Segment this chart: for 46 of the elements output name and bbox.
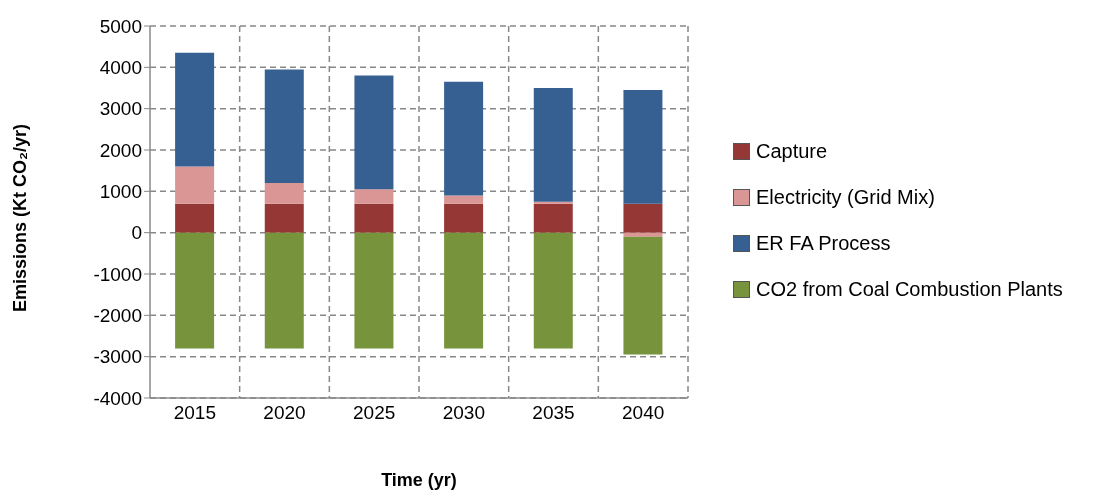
x-tick-label: 2040 [622, 402, 665, 424]
y-tick-label: -2000 [93, 305, 142, 327]
y-tick-label: -3000 [93, 346, 142, 368]
y-tick-label: -4000 [93, 387, 142, 409]
bar [533, 201, 573, 204]
bar [264, 69, 304, 184]
y-tick-label: 2000 [99, 139, 142, 161]
y-axis-title: Emissions (Kt CO₂/yr) [10, 123, 31, 312]
y-tick-label: 3000 [99, 98, 142, 120]
bar [623, 203, 663, 233]
bar [444, 81, 484, 196]
y-tick-label: -1000 [93, 263, 142, 285]
y-tick-label: 1000 [99, 181, 142, 203]
x-tick-label: 2025 [353, 402, 396, 424]
x-axis-title: Time (yr) [381, 470, 457, 490]
bar [175, 232, 215, 349]
bar [175, 203, 215, 233]
bar [623, 232, 663, 237]
legend-label: Capture [756, 139, 828, 163]
bar [354, 232, 394, 349]
y-tick-label: 0 [131, 222, 142, 244]
bar [533, 232, 573, 349]
x-tick-label: 2030 [442, 402, 485, 424]
x-tick-label: 2035 [532, 402, 575, 424]
bar [623, 90, 663, 204]
bar [444, 203, 484, 233]
x-tick-label: 2020 [263, 402, 306, 424]
bar [354, 75, 394, 190]
bar [175, 52, 215, 167]
bar [264, 232, 304, 349]
legend-label: CO2 from Coal Combustion Plants [756, 277, 1063, 301]
bar [444, 232, 484, 349]
legend-label: Electricity (Grid Mix) [756, 185, 935, 209]
y-tick-label: 5000 [99, 15, 142, 37]
bar [354, 203, 394, 233]
bar [533, 88, 573, 202]
bar [444, 195, 484, 204]
legend-label: ER FA Process [756, 231, 891, 255]
bar [264, 183, 304, 204]
x-tick-label: 2015 [173, 402, 216, 424]
bar [354, 189, 394, 204]
y-tick-label: 4000 [99, 57, 142, 79]
bar [533, 203, 573, 233]
bar [175, 166, 215, 204]
bar [623, 236, 663, 355]
bar [264, 203, 304, 233]
